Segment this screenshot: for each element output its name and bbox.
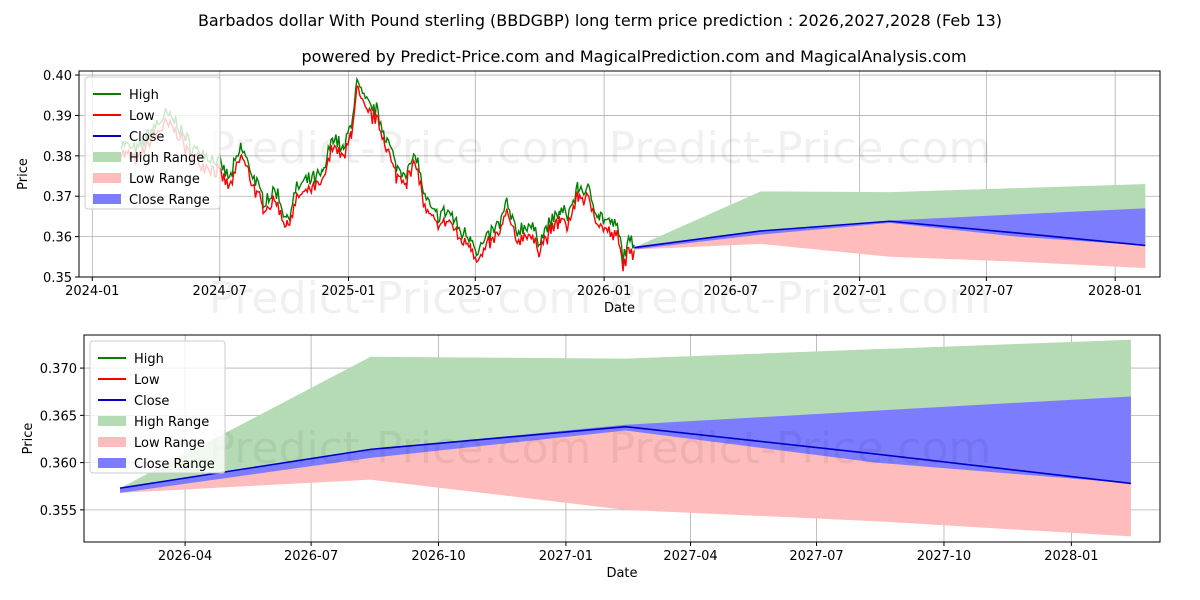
top-chart-panel: 2024-01 2024-07 2025-01 2025-07 2026-01 2026-… <box>16 69 1161 324</box>
bottom-x-tick-label: 2028-01 <box>1044 549 1098 564</box>
bottom-legend-swatch-close-range <box>98 458 126 468</box>
top-watermark: Predict-Price.com <box>609 273 992 324</box>
bottom-legend-label-low: Low <box>134 373 160 388</box>
top-legend-label-low: Low <box>129 109 155 124</box>
bottom-x-tick-label: 2026-04 <box>158 549 212 564</box>
chart-title-line2: powered by Predict-Price.com and Magical… <box>301 47 966 66</box>
top-legend-label-close-range: Close Range <box>129 193 210 208</box>
bottom-x-tick-label: 2027-04 <box>663 549 717 564</box>
bottom-plot-area <box>119 339 1132 537</box>
top-legend: High Low Close High Range Low Range Close Ran… <box>84 76 221 210</box>
top-legend-label-high: High <box>129 88 159 103</box>
bottom-x-axis-label: Date <box>606 566 637 581</box>
bottom-x-tick-label: 2027-01 <box>539 549 593 564</box>
bottom-close-range-area <box>120 396 1131 493</box>
bottom-y-tick-label: 0.370 <box>40 362 77 377</box>
bottom-y-tick-label: 0.355 <box>40 504 77 519</box>
bottom-watermark: Predict-Price.com <box>209 423 592 474</box>
top-x-tick-label: 2027-07 <box>959 284 1013 299</box>
top-axes-frame <box>78 70 1161 278</box>
bottom-legend-label-close: Close <box>134 394 169 409</box>
top-legend-label-low-range: Low Range <box>129 172 200 187</box>
top-x-tick-label: 2025-07 <box>448 284 502 299</box>
bottom-x-tick-label: 2027-10 <box>917 549 971 564</box>
top-x-tick-label: 2024-07 <box>193 284 247 299</box>
top-close-range-area <box>634 208 1146 250</box>
bottom-legend-label-high-range: High Range <box>134 415 209 430</box>
bottom-legend-swatch-high-range <box>98 416 126 426</box>
top-x-tick-label: 2027-01 <box>832 284 886 299</box>
top-y-tick-label: 0.38 <box>43 150 72 165</box>
top-y-tick-label: 0.37 <box>43 190 72 205</box>
bottom-x-tick-label: 2026-10 <box>411 549 465 564</box>
top-y-axis-label: Price <box>16 158 31 190</box>
top-watermark: Predict-Price.com <box>209 273 592 324</box>
bottom-legend-swatch-low-range <box>98 437 126 447</box>
top-y-tick-label: 0.36 <box>43 231 72 246</box>
bottom-x-tick-label: 2027-07 <box>789 549 843 564</box>
bottom-y-tick-label: 0.360 <box>40 457 77 472</box>
bottom-legend-label-high: High <box>134 352 164 367</box>
top-plot-area <box>119 76 1146 272</box>
bottom-y-axis-label: Price <box>21 423 36 455</box>
top-y-tick-label: 0.40 <box>43 69 72 84</box>
top-legend-label-high-range: High Range <box>129 151 204 166</box>
top-watermark: Predict-Price.com <box>209 123 592 174</box>
top-legend-swatch-high-range <box>93 152 121 162</box>
top-x-tick-label: 2024-01 <box>65 284 119 299</box>
top-legend-swatch-close-range <box>93 194 121 204</box>
top-x-tick-label: 2026-07 <box>704 284 758 299</box>
bottom-chart-panel: 2026-04 2026-07 2026-10 2027-01 2027-04 2027-… <box>21 334 1161 581</box>
bottom-legend-label-close-range: Close Range <box>134 457 215 472</box>
top-watermark: Predict-Price.com <box>609 123 992 174</box>
top-x-tick-label: 2025-01 <box>321 284 375 299</box>
bottom-x-tick-label: 2026-07 <box>284 549 338 564</box>
top-x-axis-label: Date <box>604 301 635 316</box>
top-legend-swatch-low-range <box>93 173 121 183</box>
top-y-tick-label: 0.35 <box>43 271 72 286</box>
chart-title-line1: Barbados dollar With Pound sterling (BBD… <box>198 11 1002 30</box>
bottom-legend-label-low-range: Low Range <box>134 436 205 451</box>
bottom-watermark: Predict-Price.com <box>609 423 992 474</box>
top-legend-label-close: Close <box>129 130 164 145</box>
top-x-tick-label: 2028-01 <box>1088 284 1142 299</box>
top-x-tick-label: 2026-01 <box>577 284 631 299</box>
bottom-y-tick-label: 0.365 <box>40 409 77 424</box>
bottom-legend: High Low Close High Range Low Range Close Ran… <box>89 340 226 474</box>
bottom-axes-frame <box>83 334 1161 543</box>
bottom-close-forecast-line <box>119 425 1132 489</box>
top-close-forecast-line <box>634 220 1146 249</box>
top-y-tick-label: 0.39 <box>43 109 72 124</box>
